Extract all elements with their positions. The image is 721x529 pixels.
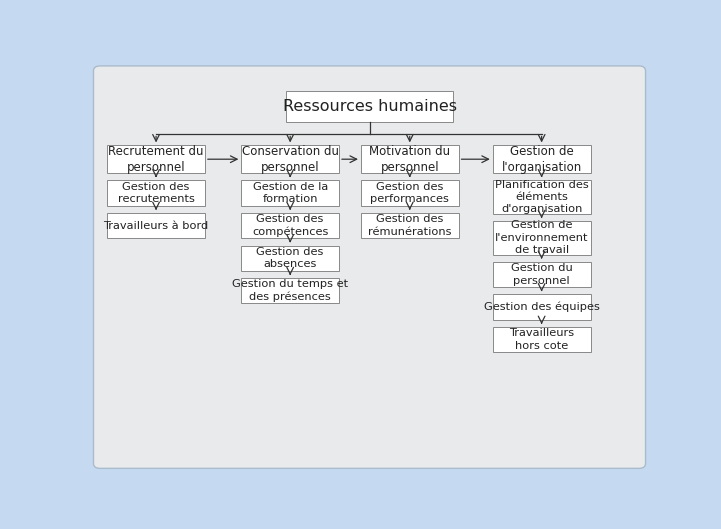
Text: Gestion des
rémunérations: Gestion des rémunérations	[368, 214, 451, 237]
FancyBboxPatch shape	[492, 145, 590, 173]
FancyBboxPatch shape	[492, 262, 590, 287]
Text: Gestion de la
formation: Gestion de la formation	[252, 182, 328, 204]
FancyBboxPatch shape	[492, 180, 590, 214]
Text: Gestion des
absences: Gestion des absences	[257, 247, 324, 269]
FancyBboxPatch shape	[107, 145, 205, 173]
FancyBboxPatch shape	[242, 278, 339, 304]
FancyBboxPatch shape	[492, 295, 590, 320]
Text: Gestion des
compétences: Gestion des compétences	[252, 214, 328, 237]
FancyBboxPatch shape	[492, 221, 590, 254]
Text: Gestion des
performances: Gestion des performances	[371, 182, 449, 204]
FancyBboxPatch shape	[107, 213, 205, 238]
FancyBboxPatch shape	[286, 91, 454, 122]
FancyBboxPatch shape	[107, 180, 205, 206]
FancyBboxPatch shape	[242, 213, 339, 238]
Text: Gestion des équipes: Gestion des équipes	[484, 302, 600, 312]
Text: Ressources humaines: Ressources humaines	[283, 99, 456, 114]
Text: Gestion du temps et
des présences: Gestion du temps et des présences	[232, 279, 348, 302]
Text: Gestion du
personnel: Gestion du personnel	[510, 263, 572, 286]
Text: Motivation du
personnel: Motivation du personnel	[369, 145, 451, 174]
Text: Gestion des
recrutements: Gestion des recrutements	[118, 182, 195, 204]
FancyBboxPatch shape	[242, 245, 339, 271]
FancyBboxPatch shape	[360, 180, 459, 206]
Text: Gestion de
l'environnement
de travail: Gestion de l'environnement de travail	[495, 221, 588, 255]
FancyBboxPatch shape	[94, 66, 645, 468]
Text: Travailleurs
hors cote: Travailleurs hors cote	[509, 329, 574, 351]
Text: Travailleurs à bord: Travailleurs à bord	[103, 221, 208, 231]
FancyBboxPatch shape	[242, 180, 339, 206]
Text: Planification des
éléments
d'organisation: Planification des éléments d'organisatio…	[495, 180, 588, 214]
Text: Conservation du
personnel: Conservation du personnel	[242, 145, 339, 174]
FancyBboxPatch shape	[360, 213, 459, 238]
Text: Recrutement du
personnel: Recrutement du personnel	[108, 145, 204, 174]
Text: Gestion de
l'organisation: Gestion de l'organisation	[502, 145, 582, 174]
FancyBboxPatch shape	[492, 327, 590, 352]
FancyBboxPatch shape	[360, 145, 459, 173]
FancyBboxPatch shape	[242, 145, 339, 173]
